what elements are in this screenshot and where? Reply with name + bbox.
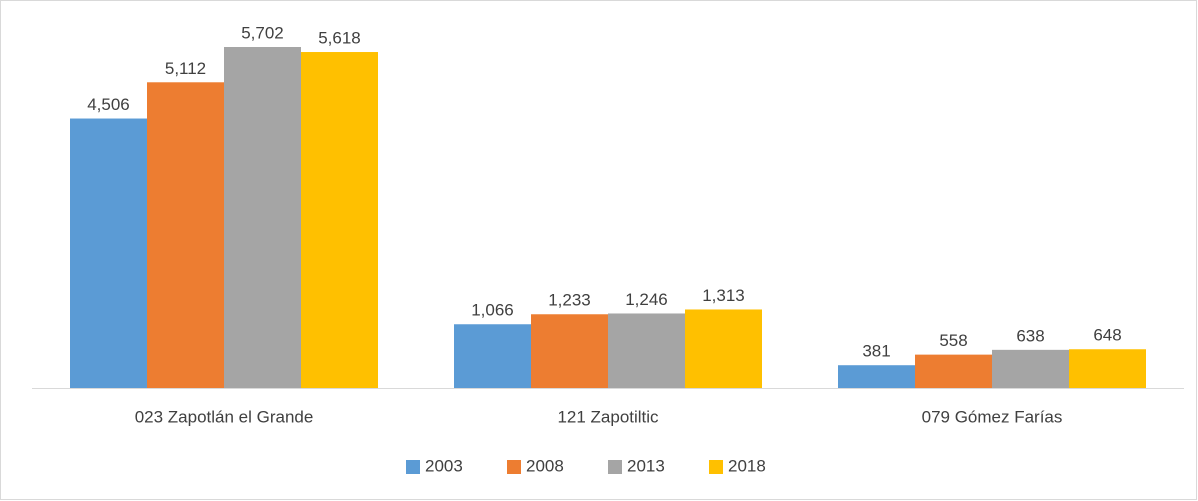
bar (1069, 349, 1146, 388)
legend-swatch (507, 460, 521, 474)
data-label: 1,313 (702, 286, 745, 305)
data-label: 4,506 (87, 95, 130, 114)
bar (608, 313, 685, 388)
data-label: 5,112 (165, 59, 206, 78)
bar (531, 314, 608, 388)
bar (70, 118, 147, 388)
bar (838, 365, 915, 388)
bar (454, 324, 531, 388)
legend-label: 2003 (425, 456, 463, 475)
data-label: 5,702 (241, 23, 284, 42)
legend-swatch (406, 460, 420, 474)
data-label: 648 (1093, 326, 1121, 345)
data-label: 5,618 (318, 29, 361, 48)
data-label: 381 (862, 342, 890, 361)
legend-label: 2008 (526, 456, 564, 475)
x-tick-label: 121 Zapotiltic (557, 407, 659, 426)
bar (301, 52, 378, 389)
legend-label: 2018 (728, 456, 766, 475)
data-label: 1,246 (625, 290, 668, 309)
x-tick-label: 079 Gómez Farías (922, 407, 1063, 426)
data-label: 1,233 (548, 291, 591, 310)
legend-swatch (709, 460, 723, 474)
data-label: 1,066 (471, 301, 514, 320)
bar (147, 82, 224, 388)
data-label: 558 (939, 331, 967, 350)
legend-label: 2013 (627, 456, 665, 475)
data-label: 638 (1016, 326, 1044, 345)
legend-swatch (608, 460, 622, 474)
bar (224, 47, 301, 388)
x-tick-label: 023 Zapotlán el Grande (135, 407, 314, 426)
bar (992, 349, 1069, 388)
bar (915, 354, 992, 388)
bar (685, 309, 762, 388)
